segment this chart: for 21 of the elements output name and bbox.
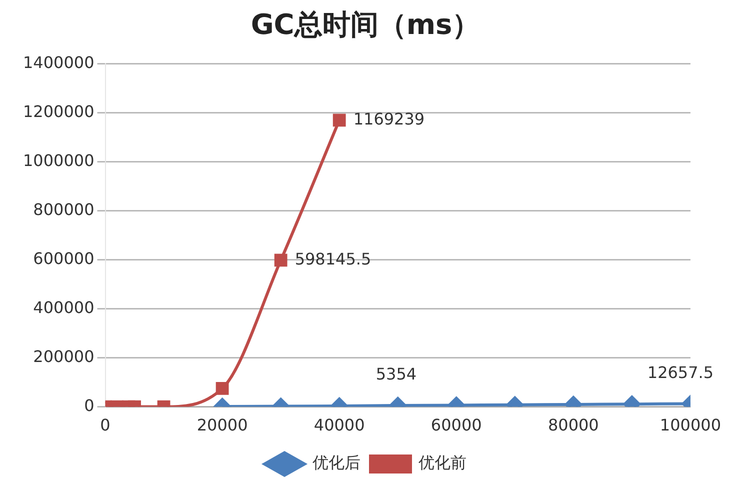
y-tick-label: 1400000 — [22, 52, 94, 72]
y-tick-label: 800000 — [33, 200, 94, 219]
chart-title: GC总时间（ms） — [250, 8, 480, 42]
x-tick-label: 40000 — [314, 416, 365, 435]
data-label: 12657.5 — [647, 362, 714, 382]
x-tick-label: 20000 — [196, 416, 248, 435]
y-tick-label: 0 — [84, 396, 94, 415]
y-tick-label: 1000000 — [22, 150, 94, 170]
x-tick-label: 60000 — [430, 416, 482, 435]
legend-label: 优化后 — [312, 453, 360, 472]
y-tick-label: 200000 — [33, 346, 94, 366]
legend-label: 优化前 — [418, 453, 466, 472]
y-tick-label: 400000 — [33, 298, 94, 317]
x-tick-label: 0 — [100, 416, 110, 435]
data-label: 5354 — [376, 364, 417, 384]
x-tick-label: 80000 — [548, 416, 599, 435]
y-tick-label: 600000 — [33, 248, 94, 268]
x-tick-label: 100000 — [660, 416, 721, 435]
y-tick-label: 1200000 — [22, 102, 94, 121]
data-label: 1169239 — [353, 109, 425, 128]
data-label: 598145.5 — [294, 249, 372, 268]
